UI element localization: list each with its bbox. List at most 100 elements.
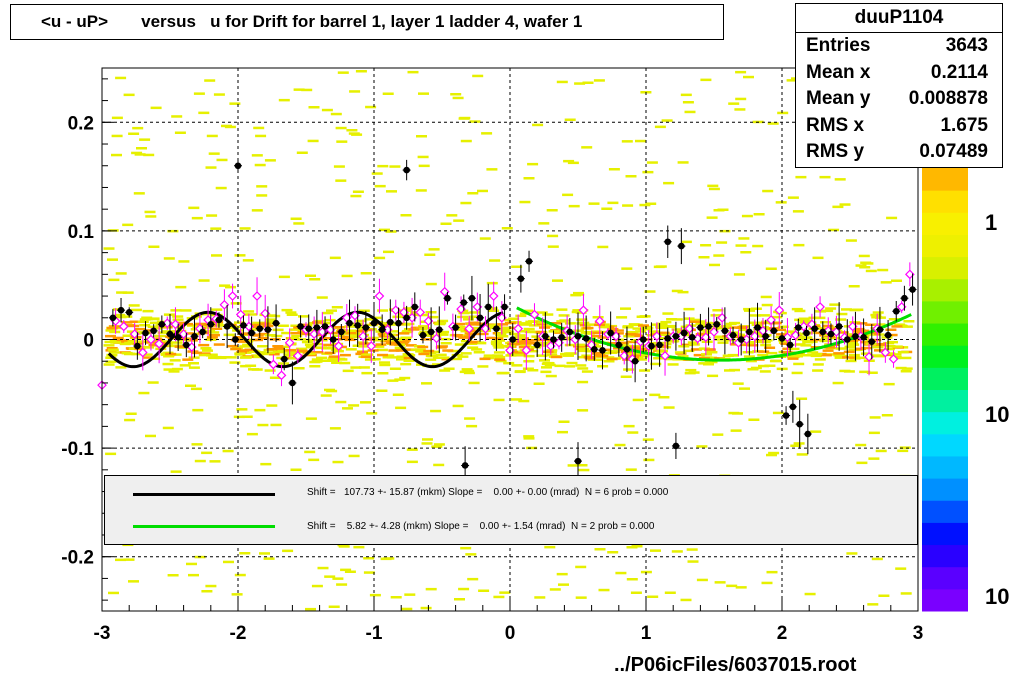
density-cell [316,296,328,299]
density-cell [590,330,602,333]
density-cell [615,571,627,575]
density-cell [198,353,210,357]
black-marker [582,335,590,342]
density-cell [330,348,342,351]
density-cell [562,193,574,197]
density-cell [486,168,498,171]
density-cell [134,347,146,351]
density-cell [386,190,397,193]
density-cell [709,263,720,267]
stat-label: RMS x [806,114,865,136]
density-cell [234,321,245,324]
density-cell [523,354,535,358]
density-cell [206,214,218,217]
legend-line-green [133,525,275,528]
density-cell [242,343,254,347]
density-cell [342,369,354,373]
density-cell [417,313,429,317]
density-cell [117,341,129,344]
density-cell [761,303,773,307]
density-cell [663,406,675,409]
density-cell [403,359,415,362]
density-cell [295,347,307,351]
density-cell [465,553,477,556]
density-cell [450,93,462,96]
density-cell [738,343,750,347]
density-cell [496,371,508,375]
density-cell [750,366,762,370]
density-cell [514,334,526,337]
density-cell [139,138,151,141]
density-cell [688,343,700,346]
density-cell [617,341,629,345]
black-marker [615,341,623,349]
density-cell [425,587,437,591]
density-cell [607,551,619,554]
density-cell [859,370,871,374]
density-cell [492,337,504,340]
density-cell [903,320,915,323]
density-cell [843,350,855,354]
x-tick-label: -2 [230,623,247,644]
density-cell [332,577,344,580]
density-cell [860,346,872,350]
density-cell [287,336,299,340]
y-tick-label: 0.2 [68,113,94,134]
density-cell [796,453,808,456]
density-cell [636,348,648,351]
density-cell [547,234,559,238]
density-cell [138,340,150,343]
density-cell [385,230,397,233]
black-marker [484,303,492,311]
density-cell [545,374,557,378]
black-marker [607,329,614,337]
density-cell [868,431,880,435]
density-cell [301,88,313,92]
density-cell [179,364,191,367]
density-cell [278,275,290,279]
density-cell [394,378,406,381]
density-cell [453,219,465,222]
density-cell [834,178,846,181]
density-cell [389,343,401,346]
density-cell [542,361,554,365]
density-cell [437,333,449,336]
black-marker [804,430,812,438]
density-cell [103,344,115,347]
density-cell [698,256,710,259]
density-cell [106,347,118,350]
density-cell [435,353,447,357]
density-cell [201,451,213,455]
colorbar-segment [922,544,968,568]
density-cell [662,312,674,315]
density-cell [832,205,844,209]
black-marker [672,332,680,340]
density-cell [708,187,720,191]
density-cell [575,565,587,569]
density-cell [486,307,498,310]
density-cell [623,335,635,338]
density-cell [698,347,710,350]
density-cell [365,105,377,109]
density-cell [862,262,874,265]
density-cell [257,423,269,427]
density-cell [753,213,765,216]
density-cell [735,244,747,247]
pink-marker [178,329,189,339]
density-cell [739,387,750,390]
density-cell [883,347,895,351]
density-cell [499,591,511,594]
density-cell [788,347,800,351]
density-cell [486,336,498,340]
density-cell [182,358,194,361]
density-cell [265,318,277,321]
density-cell [810,354,822,358]
colorbar-segment [922,588,968,612]
density-cell [698,329,710,332]
density-cell [211,254,222,257]
density-cell [466,332,478,336]
density-cell [712,433,724,436]
density-cell [466,341,478,344]
density-cell [454,598,465,601]
density-cell [387,330,398,333]
